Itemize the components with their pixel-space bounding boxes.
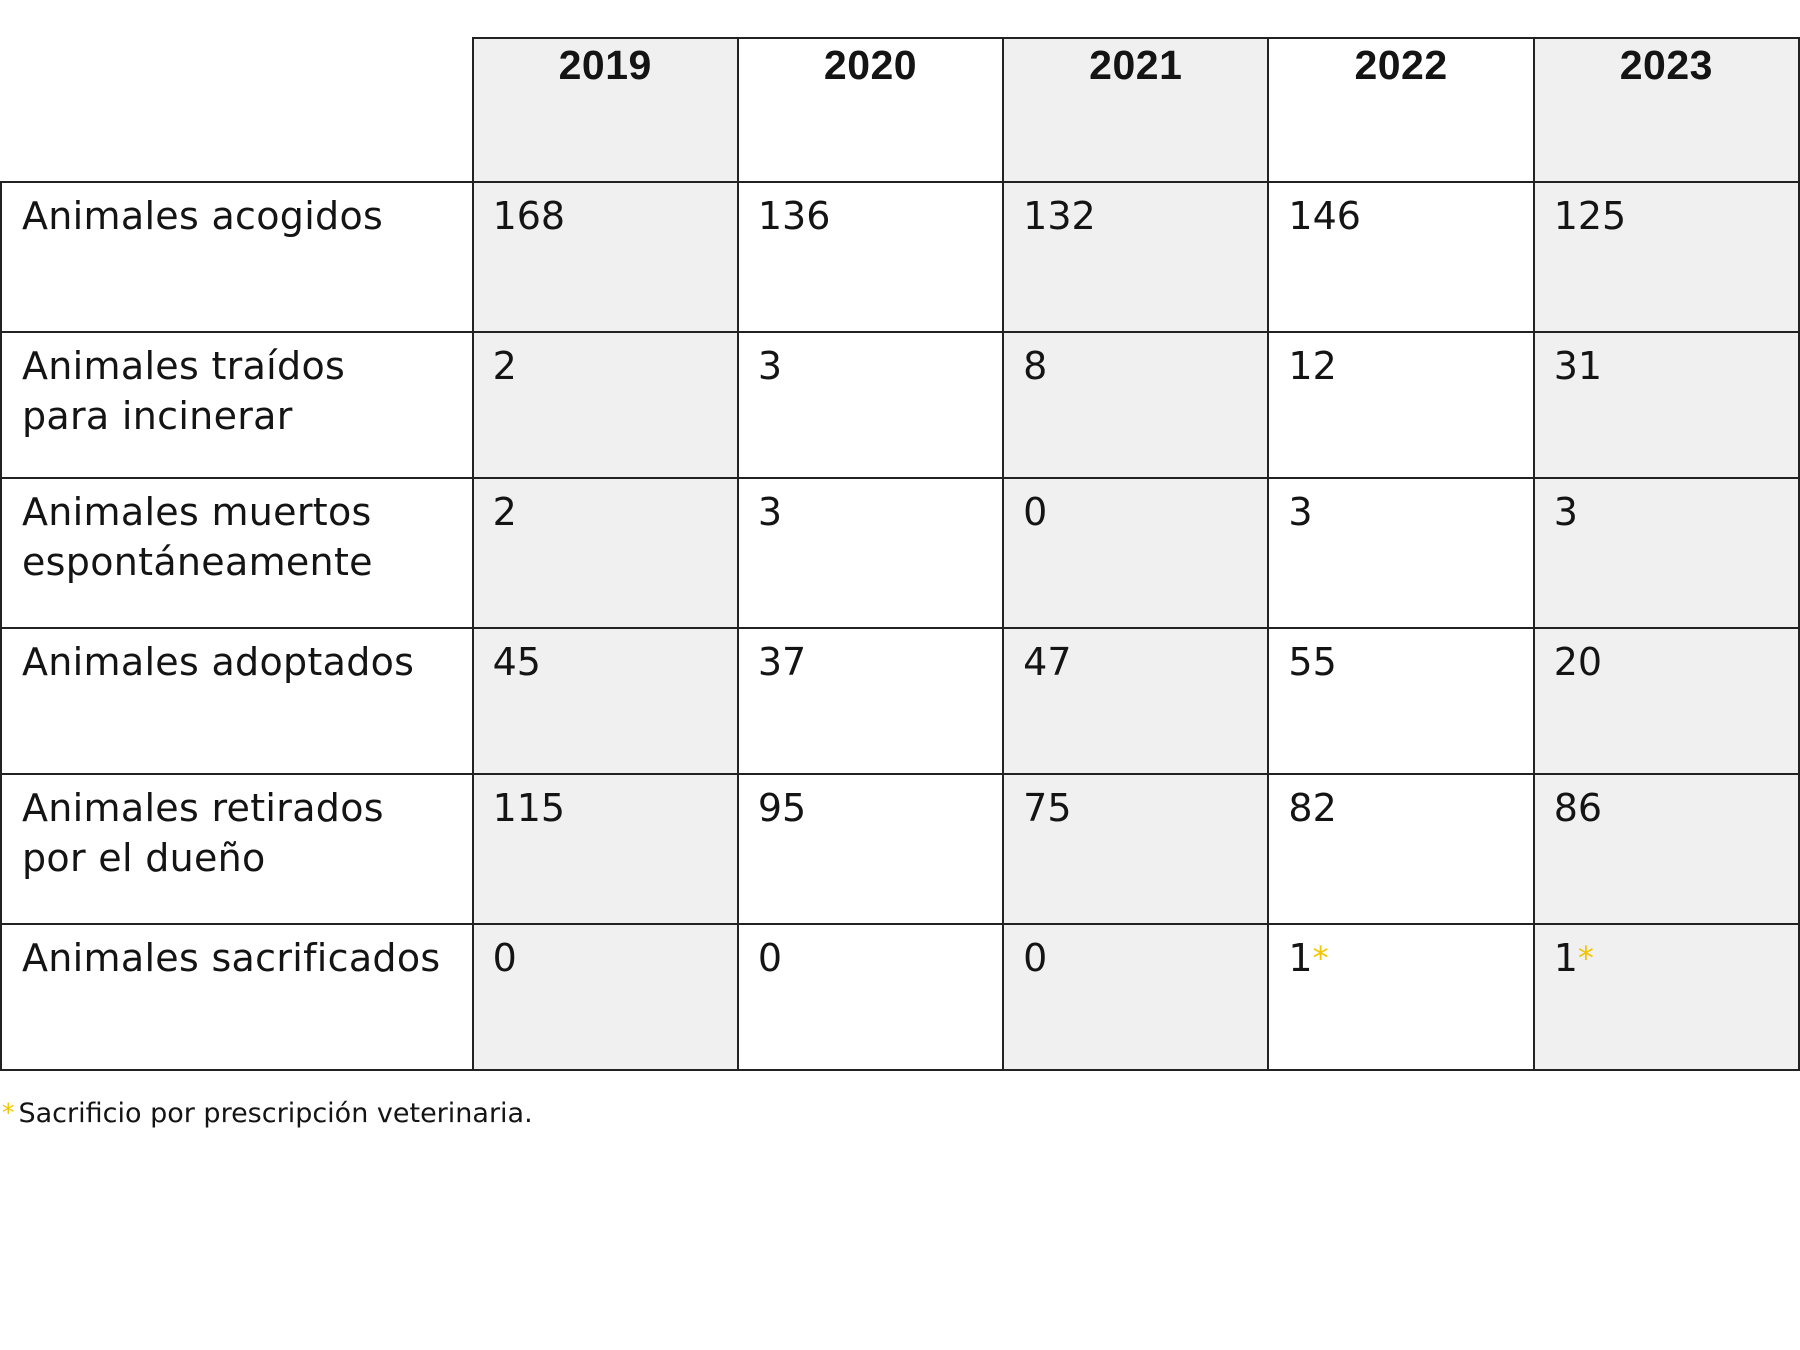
row-label-line: por el dueño [22,836,266,880]
footnote-asterisk: * [1312,939,1329,977]
footnote: * Sacrificio por prescripción veterinaria… [2,1098,533,1129]
value-cell: 2 [471,331,739,479]
value-text: 0 [492,936,517,980]
value-cell: 0 [471,923,739,1071]
value-cell: 37 [736,627,1005,775]
year-header: 2020 [736,37,1005,183]
table-row: Animales retirados por el dueño 115 95 75… [0,773,1800,925]
value-cell: 8 [1002,331,1270,479]
table-row: Animales sacrificados 0 0 0 1* 1* [0,923,1800,1071]
year-header: 2021 [1002,37,1270,183]
value-cell: 45 [471,627,739,775]
value-cell: 82 [1267,773,1535,925]
footnote-text: Sacrificio por prescripción veterinaria. [18,1098,533,1129]
value-cell: 1* [1267,923,1535,1071]
row-label: Animales adoptados [0,627,474,775]
value-text: 0 [1023,936,1048,980]
value-cell: 136 [736,181,1005,333]
row-label-line: Animales traídos [22,344,346,388]
value-cell: 3 [1267,477,1535,629]
header-row: 2019 2020 2021 2022 2023 [1,37,1800,183]
value-text: 0 [757,936,783,980]
table-row: Animales adoptados 45 37 47 55 20 [0,627,1800,775]
table-row: Animales traídos para incinerar 2 3 8 12 … [0,331,1800,479]
value-text: 1 [1288,936,1313,980]
year-header: 2019 [471,37,739,183]
table-row: Animales acogidos 168 136 132 146 125 [0,181,1800,333]
row-label-line: Animales retirados [22,786,384,830]
value-cell: 20 [1532,627,1800,775]
animal-statistics-table: 2019 2020 2021 2022 2023 Animales acogid… [0,37,1800,1071]
value-cell: 3 [1532,477,1800,629]
value-cell: 12 [1267,331,1535,479]
row-label-line: Animales sacrificados [22,936,441,980]
value-cell: 132 [1002,181,1270,333]
footnote-asterisk: * [2,1098,15,1127]
row-label-line: Animales acogidos [22,194,384,238]
value-cell: 0 [1002,923,1270,1071]
value-cell: 75 [1002,773,1270,925]
row-label-line: Animales adoptados [22,640,415,684]
row-label: Animales acogidos [0,181,474,333]
value-cell: 31 [1532,331,1800,479]
year-header: 2023 [1532,37,1800,183]
value-cell: 86 [1532,773,1800,925]
table-row: Animales muertos espontáneamente 2 3 0 3 … [0,477,1800,629]
row-label-line: para incinerar [22,394,293,438]
row-label: Animales traídos para incinerar [0,331,474,479]
row-label: Animales sacrificados [0,923,474,1071]
value-text: 1 [1553,936,1578,980]
row-label-line: espontáneamente [22,540,373,584]
value-cell: 0 [1002,477,1270,629]
corner-cell [1,38,474,183]
value-cell: 3 [736,477,1005,629]
value-cell: 0 [736,923,1005,1071]
value-cell: 47 [1002,627,1270,775]
row-label-line: Animales muertos [22,490,372,534]
value-cell: 146 [1267,181,1535,333]
value-cell: 115 [471,773,739,925]
row-label: Animales retirados por el dueño [0,773,474,925]
value-cell: 2 [471,477,739,629]
value-cell: 3 [736,331,1005,479]
value-cell: 1* [1532,923,1800,1071]
value-cell: 55 [1267,627,1535,775]
value-cell: 168 [471,181,739,333]
value-cell: 125 [1532,181,1800,333]
row-label: Animales muertos espontáneamente [0,477,474,629]
footnote-asterisk: * [1577,939,1594,977]
year-header: 2022 [1267,37,1535,183]
value-cell: 95 [736,773,1005,925]
